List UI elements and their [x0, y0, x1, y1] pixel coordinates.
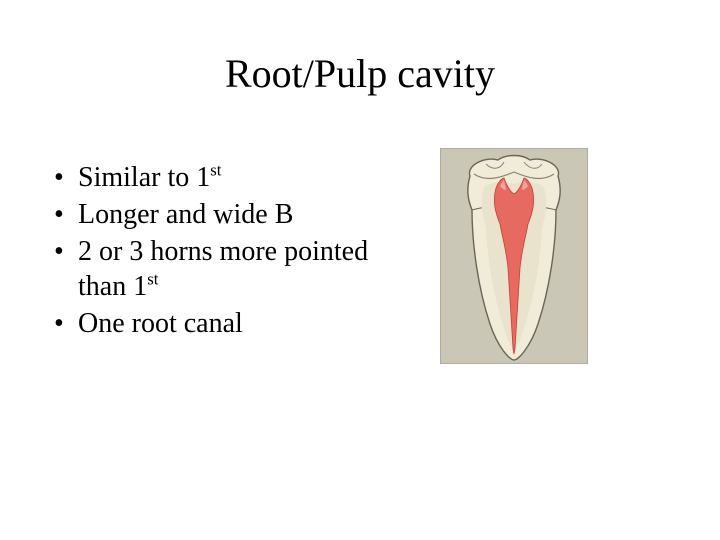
- bullet-item: Longer and wide B: [54, 197, 414, 232]
- bullet-item: Similar to 1st: [54, 160, 414, 195]
- slide-title: Root/Pulp cavity: [0, 50, 720, 97]
- bullet-list-container: Similar to 1st Longer and wide B 2 or 3 …: [54, 160, 414, 343]
- tooth-illustration: [440, 148, 588, 364]
- bullet-sup: st: [210, 161, 221, 180]
- bullet-item: One root canal: [54, 306, 414, 341]
- bullet-item: 2 or 3 horns more pointed than 1st: [54, 234, 414, 304]
- bullet-text: Similar to 1: [78, 162, 210, 193]
- bullet-sup: st: [147, 270, 158, 289]
- tooth-svg: [440, 148, 588, 364]
- slide: Root/Pulp cavity Similar to 1st Longer a…: [0, 0, 720, 540]
- bullet-text: 2 or 3 horns more pointed than 1: [78, 236, 368, 302]
- bullet-text: One root canal: [78, 308, 243, 339]
- bullet-text: Longer and wide B: [78, 199, 293, 230]
- bullet-list: Similar to 1st Longer and wide B 2 or 3 …: [54, 160, 414, 341]
